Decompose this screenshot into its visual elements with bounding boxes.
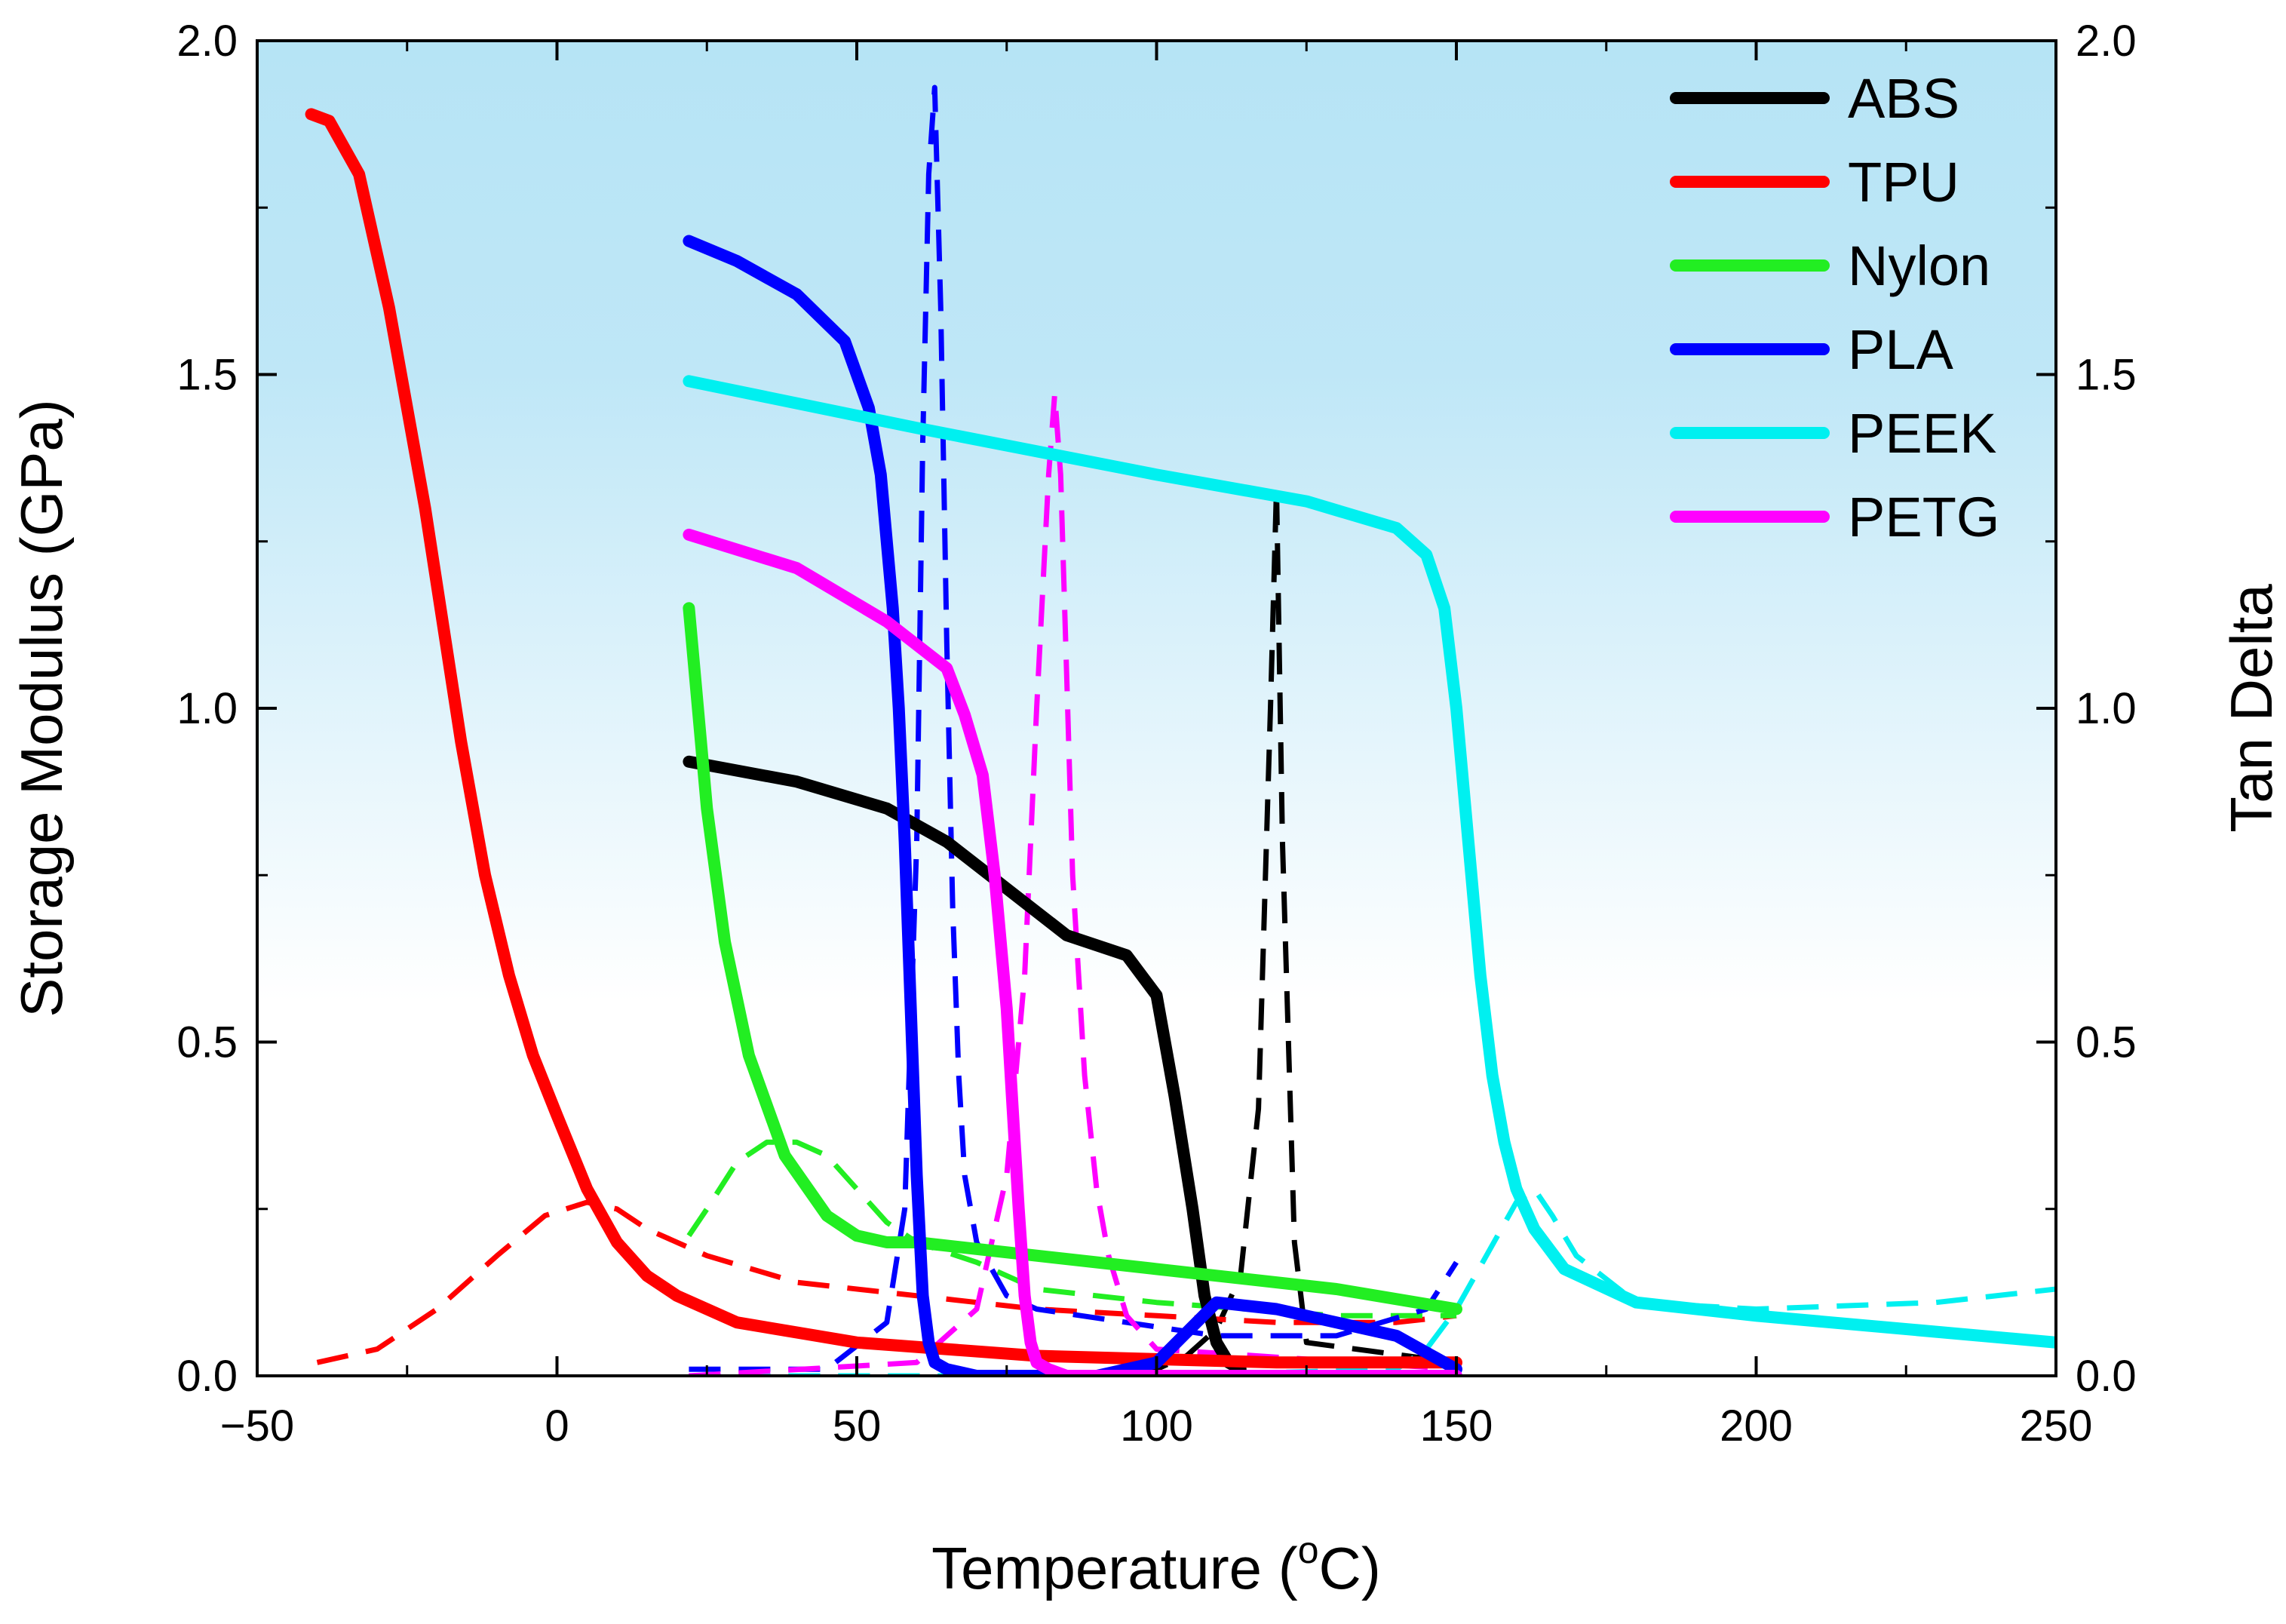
legend-label-pla: PLA xyxy=(1848,318,1954,381)
right-y-tick-label: 2.0 xyxy=(2076,17,2137,66)
x-axis-title-unit: C) xyxy=(1319,1535,1381,1601)
left-y-tick-label: 0.5 xyxy=(176,1018,238,1067)
storage-modulus-line-tpu xyxy=(305,108,1462,1369)
left-y-axis-title: Storage Modulus (GPa) xyxy=(8,399,75,1017)
storage-modulus-line-nylon xyxy=(683,602,1462,1315)
right-y-axis-title: Tan Delta xyxy=(2218,584,2284,833)
right-y-tick-label: 1.5 xyxy=(2076,351,2137,400)
legend-label-nylon: Nylon xyxy=(1848,235,1990,297)
x-tick-label: 0 xyxy=(545,1401,569,1451)
x-axis-ticks: −50 0 50 100 150 200 250 xyxy=(220,41,2093,1451)
plot-background xyxy=(257,41,2056,1376)
x-axis-title-superscript: o xyxy=(1298,1529,1319,1571)
storage-modulus-line-abs xyxy=(683,755,1247,1376)
legend-label-peek: PEEK xyxy=(1848,402,1996,465)
right-y-tick-label: 0.5 xyxy=(2076,1018,2137,1067)
x-tick-label: 100 xyxy=(1120,1401,1193,1451)
legend-label-tpu: TPU xyxy=(1848,151,1959,213)
x-tick-label: 200 xyxy=(1720,1401,1793,1451)
storage-modulus-line-pla xyxy=(683,235,1462,1376)
right-y-axis-ticks: 0.0 0.5 1.0 1.5 2.0 xyxy=(2036,17,2137,1401)
x-axis-title-main: Temperature ( xyxy=(931,1535,1298,1601)
left-y-tick-label: 2.0 xyxy=(176,17,238,66)
left-y-tick-label: 1.5 xyxy=(176,351,238,400)
right-y-tick-label: 1.0 xyxy=(2076,684,2137,733)
storage-modulus-line-peek xyxy=(683,375,2056,1349)
right-y-tick-label: 0.0 xyxy=(2076,1352,2137,1401)
x-tick-label: 50 xyxy=(833,1401,882,1451)
tan-delta-line-nylon xyxy=(686,1139,1456,1319)
x-tick-label: 150 xyxy=(1420,1401,1493,1451)
x-tick-label: 250 xyxy=(2020,1401,2093,1451)
legend-label-abs: ABS xyxy=(1848,67,1959,130)
tan-delta-line-petg xyxy=(689,391,1457,1376)
left-y-tick-label: 1.0 xyxy=(176,684,238,733)
left-y-axis-ticks: 0.0 0.5 1.0 1.5 2.0 xyxy=(176,17,277,1401)
storage-modulus-curves xyxy=(305,108,2056,1376)
x-tick-label: −50 xyxy=(220,1401,294,1451)
legend: ABS TPU Nylon PLA PEEK PETG xyxy=(1670,67,1999,548)
left-y-tick-label: 0.0 xyxy=(176,1352,238,1401)
storage-modulus-line-petg xyxy=(683,528,1462,1376)
legend-label-petg: PETG xyxy=(1848,486,1999,548)
x-axis-title: Temperature (oC) xyxy=(931,1529,1381,1601)
